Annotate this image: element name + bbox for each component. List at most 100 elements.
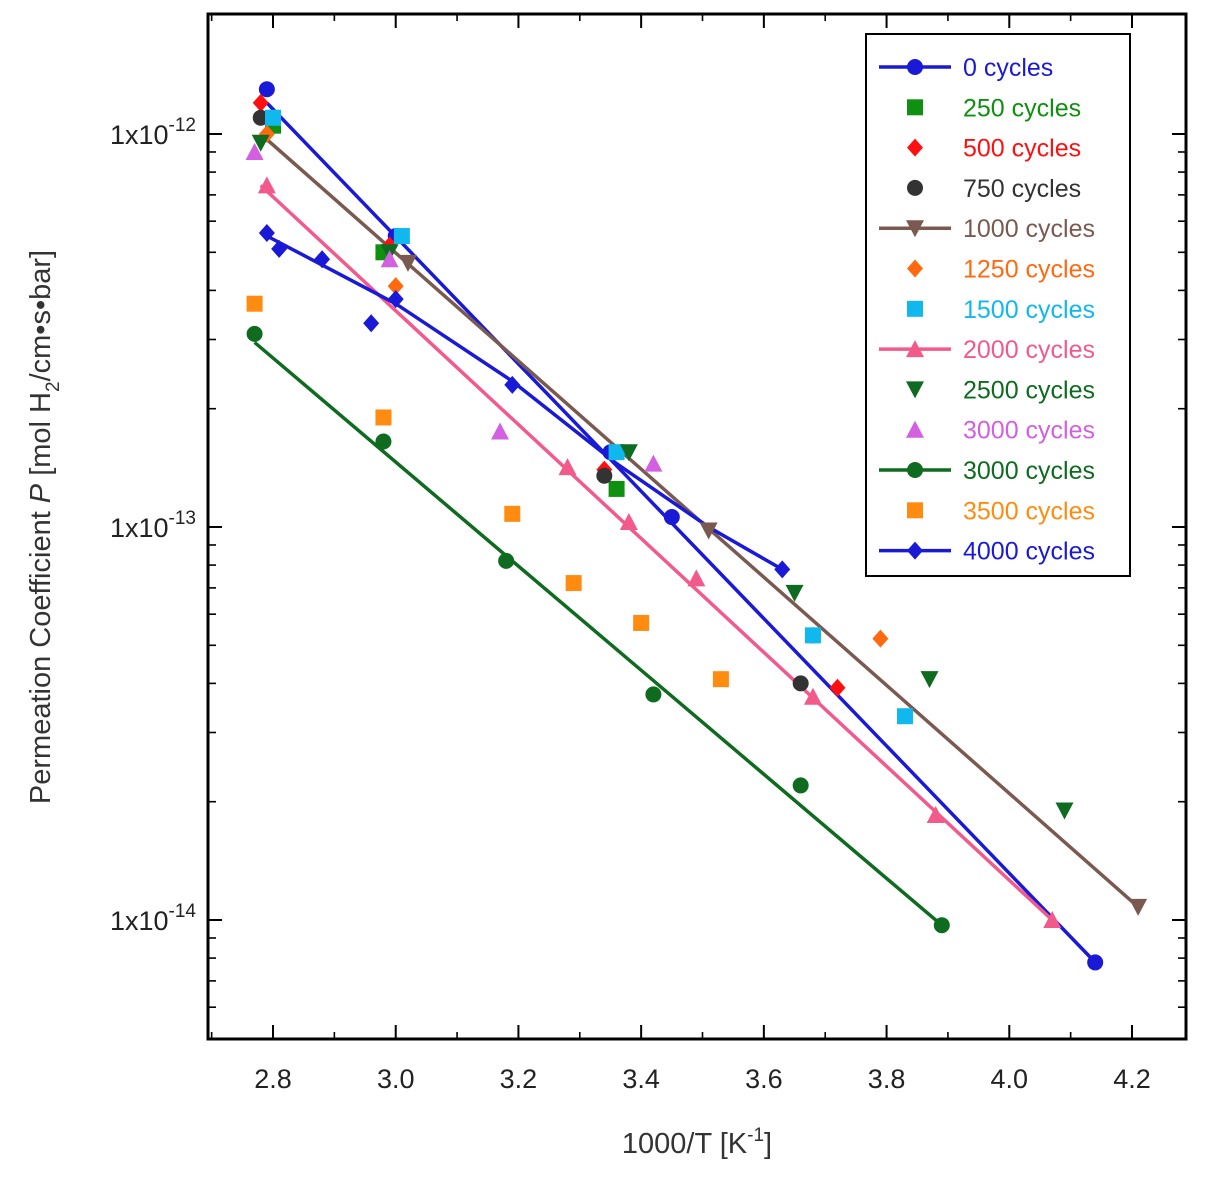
point-3000-cycles-10: [246, 325, 263, 342]
point-3000-cycles-9: [245, 142, 264, 160]
legend-marker: [907, 502, 923, 519]
x-tick-label: 3.0: [377, 1064, 415, 1094]
point-1500-cycles-6: [265, 109, 281, 126]
legend-label: 1500 cycles: [963, 296, 1095, 324]
x-tick-label: 3.6: [745, 1064, 783, 1094]
legend-item-250-cycles-1: 250 cycles: [907, 94, 1081, 122]
legend: 0 cycles 250 cycles 500 cycles 750 cycles 10…: [865, 33, 1131, 577]
legend-label: 3000 cycles: [963, 457, 1095, 485]
point-750-cycles-3: [596, 467, 613, 484]
point-3500-cycles-11: [565, 575, 582, 592]
legend-marker: [906, 220, 924, 238]
point-3000-cycles-10: [498, 552, 515, 569]
point-750-cycles-3: [252, 109, 269, 126]
legend-item-500-cycles-2: 500 cycles: [907, 135, 1081, 163]
legend-marker: [907, 462, 923, 478]
point-4000-cycles-12: [504, 375, 521, 394]
point-1500-cycles-6: [608, 444, 625, 461]
point-4000-cycles-12: [363, 314, 380, 333]
legend-marker: [907, 59, 923, 75]
legend-marker: [907, 259, 923, 278]
point-3500-cycles-11: [712, 671, 729, 688]
legend-item-2500-cycles-8: 2500 cycles: [906, 376, 1095, 404]
point-2500-cycles-8: [251, 134, 270, 152]
point-3000-cycles-10: [792, 777, 809, 794]
legend-item-3000-cycles-10: 3000 cycles: [879, 457, 1095, 485]
point-2000-cycles-7: [558, 458, 577, 476]
legend-item-1500-cycles-6: 1500 cycles: [907, 296, 1095, 324]
legend-label: 3000 cycles: [963, 417, 1095, 445]
axis-ticks: 2.8 3.0 3.2 3.4 3.6 3.8 4.0 4.2 1x10-12 1x10-13 1x…: [110, 14, 1186, 1094]
point-2500-cycles-8: [1055, 802, 1074, 820]
point-2500-cycles-8: [920, 671, 939, 689]
point-3000-cycles-10: [645, 686, 662, 703]
point-2500-cycles-8: [619, 444, 638, 462]
point-2000-cycles-7: [619, 512, 638, 530]
legend-marker: [907, 179, 923, 196]
point-1250-cycles-5: [387, 277, 404, 296]
point-4000-cycles-12: [271, 239, 288, 258]
point-2000-cycles-7: [687, 569, 706, 587]
y-tick-label: 1x10-14: [110, 901, 196, 936]
point-3500-cycles-11: [504, 505, 521, 522]
point-2000-cycles-7: [1043, 911, 1062, 928]
point-250-cycles-1: [608, 480, 625, 497]
x-tick-label: 4.2: [1113, 1064, 1151, 1094]
point-1500-cycles-6: [393, 228, 410, 245]
legend-label: 4000 cycles: [963, 538, 1095, 566]
legend-label: 500 cycles: [963, 135, 1081, 163]
point-4000-cycles-12: [314, 250, 331, 269]
legend-marker: [906, 420, 924, 438]
legend-marker: [907, 541, 923, 560]
legend-label: 1000 cycles: [963, 215, 1095, 243]
legend-item-1000-cycles-4: 1000 cycles: [879, 215, 1095, 243]
legend-label: 1250 cycles: [963, 256, 1095, 284]
x-tick-label: 4.0: [991, 1064, 1029, 1094]
point-1500-cycles-6: [896, 708, 913, 725]
legend-label: 250 cycles: [963, 94, 1081, 122]
point-2000-cycles-7: [803, 687, 822, 705]
legend-item-4000-cycles-12: 4000 cycles: [879, 538, 1095, 566]
point-3000-cycles-9: [380, 250, 399, 268]
legend-label: 2500 cycles: [963, 376, 1095, 404]
y-tick-label: 1x10-12: [110, 115, 196, 150]
point-0-cycles-0: [663, 509, 680, 526]
legend-label: 750 cycles: [963, 175, 1081, 203]
point-1000-cycles-4: [398, 254, 417, 272]
x-tick-label: 3.8: [868, 1064, 906, 1094]
x-tick-label: 3.4: [622, 1064, 660, 1094]
point-2000-cycles-7: [926, 806, 945, 824]
y-axis-label: Permeation Coefficient P [mol H2/cm•s•ba…: [25, 250, 64, 804]
legend-marker: [906, 340, 924, 358]
point-3500-cycles-11: [246, 295, 263, 312]
point-0-cycles-0: [258, 81, 275, 98]
legend-label: 3500 cycles: [963, 497, 1095, 525]
x-tick-label: 3.2: [500, 1064, 538, 1094]
legend-marker: [907, 300, 923, 317]
point-3000-cycles-9: [644, 454, 663, 472]
legend-item-3000-cycles-9: 3000 cycles: [906, 417, 1095, 445]
fit-line-3000-cycles-10: [253, 341, 943, 927]
point-0-cycles-0: [1087, 954, 1104, 971]
point-3500-cycles-11: [375, 409, 392, 426]
legend-item-1250-cycles-5: 1250 cycles: [907, 256, 1095, 284]
point-500-cycles-2: [829, 678, 846, 697]
legend-item-0-cycles-0: 0 cycles: [879, 54, 1053, 82]
point-3000-cycles-10: [933, 917, 950, 934]
point-1000-cycles-4: [1129, 898, 1148, 916]
point-3500-cycles-11: [633, 614, 650, 631]
legend-label: 2000 cycles: [963, 336, 1095, 364]
legend-marker: [906, 381, 924, 399]
data-points: [245, 81, 1148, 971]
fit-line-0-cycles-0: [265, 101, 1097, 964]
fit-line-4000-cycles-12: [266, 234, 784, 571]
legend-item-3500-cycles-11: 3500 cycles: [907, 497, 1095, 525]
legend-label: 0 cycles: [963, 54, 1053, 82]
legend-item-2000-cycles-7: 2000 cycles: [879, 336, 1095, 364]
point-3000-cycles-9: [491, 422, 510, 440]
y-tick-label: 1x10-13: [110, 508, 196, 543]
legend-marker: [907, 99, 923, 116]
point-4000-cycles-12: [774, 560, 791, 579]
point-4000-cycles-12: [258, 223, 275, 242]
